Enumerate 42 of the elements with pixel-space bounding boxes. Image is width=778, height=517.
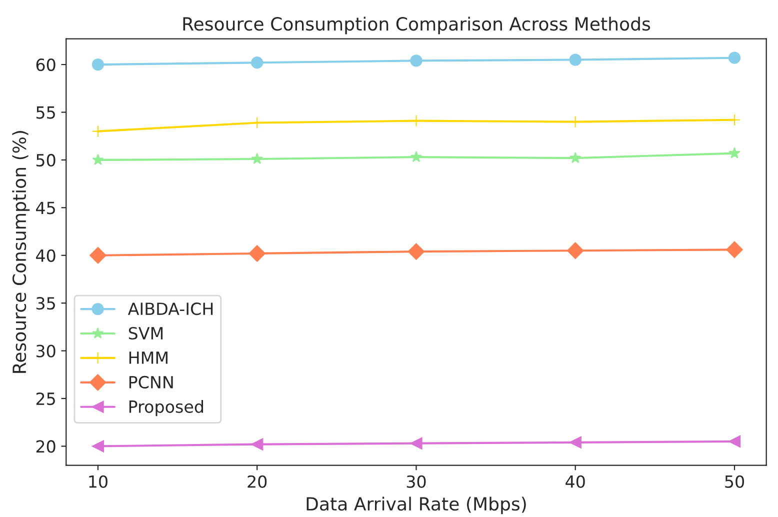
- point: [251, 56, 264, 69]
- y-tick-label: 25: [36, 392, 55, 406]
- x-tick-label: 10: [89, 475, 108, 488]
- y-tick-label: 20: [36, 440, 56, 453]
- x-tick-label: 30: [406, 475, 426, 488]
- legend-label: PCNN: [129, 376, 173, 388]
- chart-title: Resource Consumption Comparison Across Methods: [183, 16, 650, 34]
- point: [569, 54, 582, 66]
- legend-label: HMM: [129, 352, 168, 364]
- point: [410, 151, 422, 162]
- x-tick-label: 50: [725, 475, 744, 488]
- y-tick-label: 45: [36, 202, 55, 214]
- point: [408, 243, 425, 260]
- point: [251, 438, 264, 450]
- point: [728, 147, 740, 158]
- point: [566, 242, 584, 259]
- point: [728, 52, 741, 64]
- point: [92, 440, 104, 452]
- point: [726, 241, 743, 258]
- point: [92, 58, 104, 71]
- point: [569, 436, 582, 448]
- point: [728, 435, 741, 448]
- x-axis-title: Data Arrival Rate (Mbps): [306, 496, 526, 514]
- point: [90, 247, 106, 264]
- point: [251, 152, 263, 164]
- y-tick-label: 60: [36, 58, 56, 72]
- legend-label: AIBDA-ICH: [128, 302, 213, 316]
- point: [570, 152, 582, 164]
- point: [248, 245, 266, 262]
- y-tick-label: 55: [36, 106, 55, 119]
- y-tick-label: 50: [36, 154, 56, 167]
- y-tick-label: 30: [36, 344, 56, 358]
- y-tick-label: 40: [36, 249, 56, 262]
- x-tick-label: 20: [248, 475, 267, 488]
- point: [410, 437, 422, 450]
- y-tick-label: 35: [36, 297, 55, 310]
- x-tick-label: 40: [566, 475, 585, 488]
- legend-label: SVM: [128, 326, 163, 340]
- y-axis-title: Resource Consumption (%): [12, 131, 30, 373]
- legend-label: Proposed: [129, 400, 204, 416]
- point: [92, 154, 104, 165]
- point: [410, 54, 422, 67]
